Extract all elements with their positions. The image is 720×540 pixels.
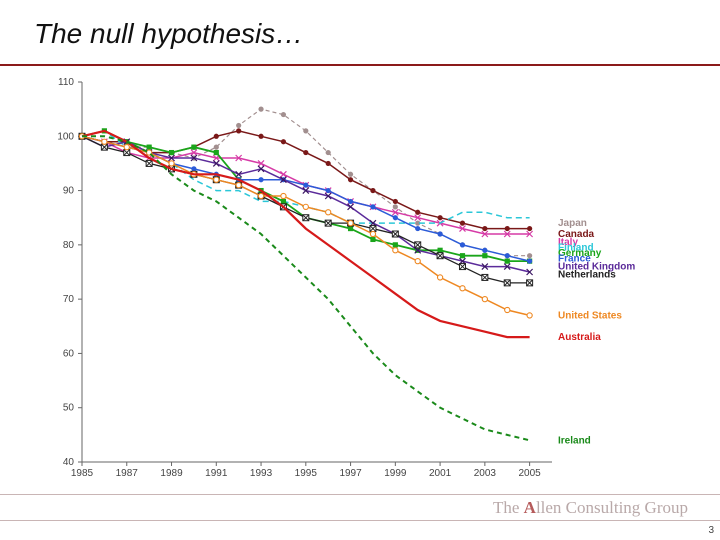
- svg-text:110: 110: [58, 77, 74, 88]
- divider-bottom-1: [0, 494, 720, 495]
- svg-text:2001: 2001: [429, 468, 452, 479]
- divider-top: [0, 64, 720, 66]
- svg-text:50: 50: [63, 403, 75, 414]
- svg-text:1985: 1985: [71, 468, 94, 479]
- svg-text:1995: 1995: [295, 468, 318, 479]
- svg-text:Japan: Japan: [558, 218, 587, 229]
- svg-text:Ireland: Ireland: [558, 435, 591, 446]
- svg-text:1999: 1999: [384, 468, 407, 479]
- divider-bottom-2: [0, 520, 720, 521]
- svg-text:Australia: Australia: [558, 332, 601, 343]
- svg-text:United States: United States: [558, 310, 622, 321]
- svg-text:60: 60: [63, 348, 75, 359]
- line-chart: 40 50 60 70 80 90 100 110 1985 1987 1989 1991 1993 19…: [46, 74, 674, 486]
- svg-text:80: 80: [63, 240, 75, 251]
- svg-text:2003: 2003: [474, 468, 497, 479]
- svg-text:1991: 1991: [205, 468, 228, 479]
- page-number: 3: [708, 525, 714, 536]
- svg-text:70: 70: [63, 294, 75, 305]
- svg-text:1987: 1987: [116, 468, 139, 479]
- slide: The null hypothesis… 40 50 60 70 80 90 100 110 1…: [0, 0, 720, 540]
- svg-text:1993: 1993: [250, 468, 273, 479]
- svg-text:100: 100: [57, 131, 74, 142]
- brand-prefix: The: [493, 498, 524, 517]
- brand-accent: A: [524, 498, 536, 517]
- svg-text:90: 90: [63, 186, 75, 197]
- footer-brand: The Allen Consulting Group: [493, 498, 688, 518]
- chart-container: 40 50 60 70 80 90 100 110 1985 1987 1989 1991 1993 19…: [46, 74, 674, 486]
- svg-text:40: 40: [63, 457, 75, 468]
- svg-text:Netherlands: Netherlands: [558, 270, 616, 281]
- svg-text:1997: 1997: [339, 468, 362, 479]
- svg-text:1989: 1989: [160, 468, 183, 479]
- svg-text:2005: 2005: [518, 468, 541, 479]
- brand-rest: llen Consulting Group: [536, 498, 688, 517]
- slide-title: The null hypothesis…: [34, 18, 303, 50]
